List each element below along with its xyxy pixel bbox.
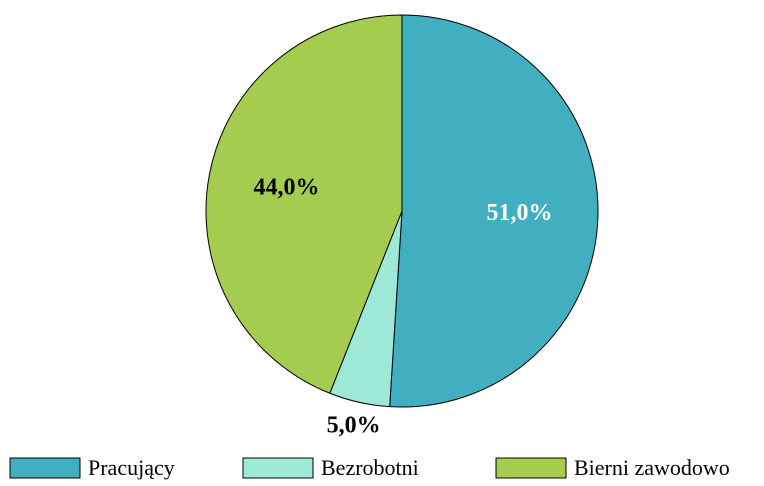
data-label: 44,0% (253, 174, 319, 200)
data-label: 51,0% (487, 200, 553, 226)
pie-slice (389, 14, 599, 408)
legend-label: Bierni zawodowo (574, 455, 730, 480)
legend-swatch (495, 457, 567, 479)
legend-label: Pracujący (88, 455, 175, 480)
legend-swatch (242, 457, 314, 479)
data-label: 5,0% (327, 413, 381, 439)
pie-slice (205, 14, 403, 394)
legend-label: Bezrobotni (321, 455, 419, 480)
legend-swatch (9, 457, 81, 479)
